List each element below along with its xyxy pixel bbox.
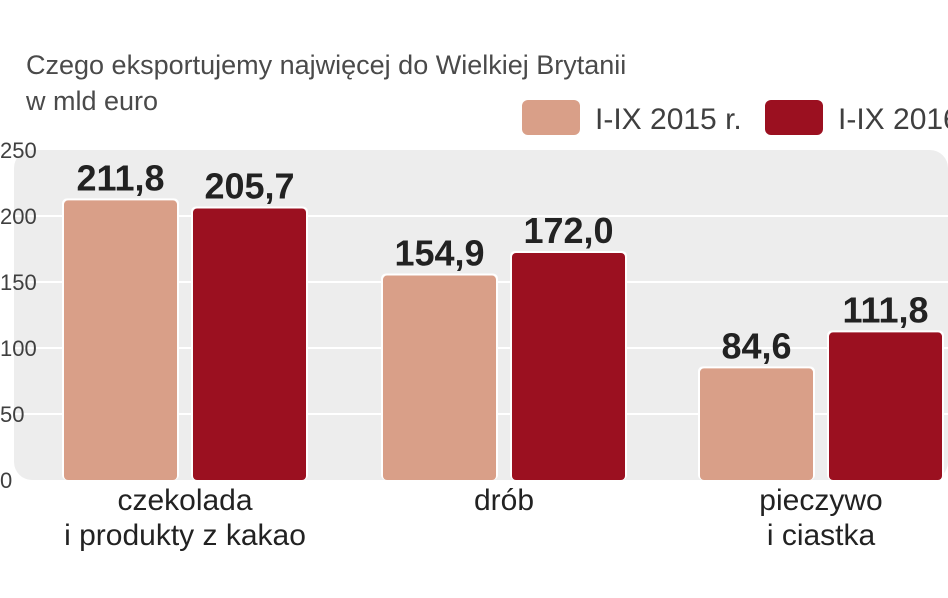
legend-label-series-1: I-IX 2015 r. [595,103,742,136]
chart-text-layer: 0 50 100 150 200 250 Czego eksportujemy najwię… [0,50,948,552]
legend-label-series-2: I-IX 2016 [838,103,948,136]
legend-swatch-series-1 [522,100,580,135]
category-label-1: i produkty z kakao [64,519,306,552]
bar-series-2-category-2 [512,252,625,480]
bar-series-1-category-1 [64,200,177,480]
category-label-3: i ciastka [767,519,876,552]
plot-area [14,100,948,480]
bar-series-2-category-3 [829,332,942,480]
chart-subtitle: w mld euro [25,86,158,116]
bar-series-2-category-1 [193,208,306,480]
category-label-2: drób [474,484,534,517]
category-label-3: pieczywo [759,484,882,517]
value-label-series-2-category-1: 205,7 [204,165,294,206]
value-label-series-2-category-3: 111,8 [842,289,928,330]
legend-swatch-series-2 [765,100,823,135]
y-tick-label: 100 [0,336,37,361]
value-label-series-2-category-2: 172,0 [523,210,613,251]
value-label-series-1-category-3: 84,6 [721,325,791,366]
bar-series-1-category-2 [383,275,496,480]
chart-title: Czego eksportujemy najwięcej do Wielkiej… [26,50,626,80]
value-label-series-1-category-1: 211,8 [76,157,164,198]
y-tick-label: 50 [0,402,24,427]
y-tick-label: 150 [0,270,37,295]
y-tick-label: 200 [0,204,37,229]
category-label-1: czekolada [117,484,252,517]
y-tick-label: 0 [0,468,12,493]
value-label-series-1-category-2: 154,9 [394,233,484,274]
bar-series-1-category-3 [700,368,813,480]
y-tick-label: 250 [0,138,37,163]
